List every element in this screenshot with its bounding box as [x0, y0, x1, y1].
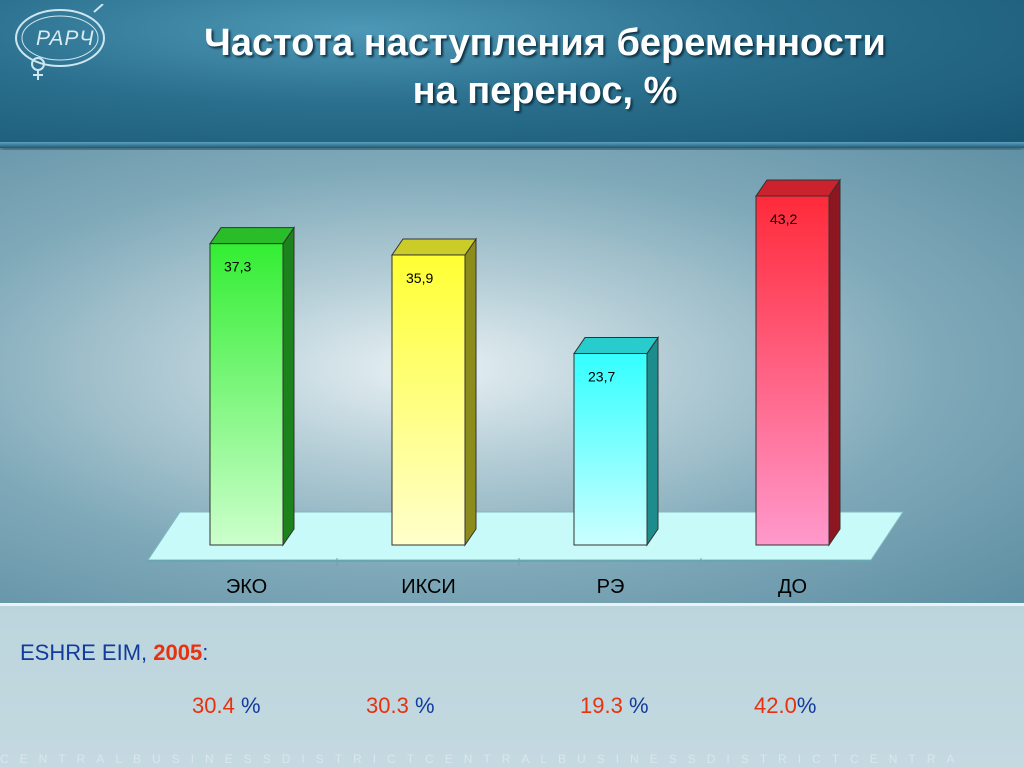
- bar-2: [391, 254, 466, 546]
- eshre-label: ESHRE EIM,: [20, 640, 154, 665]
- header-banner: РАРЧ Частота наступления беременности на…: [0, 0, 1024, 148]
- data-label: 35,9: [406, 270, 433, 286]
- eshre-stat-unit: %: [622, 693, 649, 718]
- eshre-stat-value: 42.0: [754, 693, 797, 718]
- bar-4: [755, 195, 830, 546]
- eshre-stat-value: 30.3: [366, 693, 409, 718]
- eshre-stat-do: 42.0%: [754, 693, 816, 719]
- bar-chart: 37,3 35,9 23,7 43,2: [147, 178, 904, 566]
- eshre-colon: :: [202, 640, 209, 665]
- bar-side-1: [282, 226, 295, 547]
- page-title-line2: на перенос, %: [412, 70, 678, 112]
- category-label: ДО: [777, 576, 808, 598]
- eshre-stat-eko: 30.4 %: [192, 693, 261, 719]
- category-label: ИКСИ: [401, 576, 456, 598]
- bar-side-3: [646, 335, 659, 547]
- bar-1: [209, 243, 284, 546]
- bar-top-4: [755, 179, 841, 197]
- background-watermark: CENTRALBUSINESSDISTRICTCENTRALBUSINESSDI…: [0, 752, 966, 766]
- bar-side-4: [828, 178, 841, 547]
- bar-3: [573, 353, 648, 546]
- page-title-line1: Частота наступления беременности: [204, 22, 886, 64]
- category-label: РЭ: [596, 576, 625, 598]
- bar-side-2: [464, 237, 477, 547]
- category-label: ЭКО: [225, 576, 268, 598]
- eshre-stat-icsi: 30.3 %: [366, 693, 435, 719]
- eshre-stat-value: 30.4: [192, 693, 235, 718]
- eshre-reference: ESHRE EIM, 2005:: [20, 640, 208, 666]
- logo-emblem-icon: [15, 3, 105, 80]
- data-label: 37,3: [224, 259, 251, 275]
- eshre-stat-re: 19.3 %: [580, 693, 649, 719]
- eshre-stat-value: 19.3: [580, 693, 623, 718]
- eshre-stat-unit: %: [408, 693, 435, 718]
- logo: РАРЧ: [10, 3, 110, 82]
- logo-text: РАРЧ: [36, 27, 95, 50]
- bar-top-2: [391, 238, 477, 256]
- data-label: 43,2: [770, 211, 797, 227]
- bar-top-1: [209, 227, 295, 245]
- eshre-stat-unit: %: [234, 693, 261, 718]
- bar-top-3: [573, 337, 659, 355]
- data-label: 23,7: [588, 369, 615, 385]
- eshre-year: 2005: [153, 640, 203, 665]
- eshre-stat-unit: %: [796, 693, 817, 718]
